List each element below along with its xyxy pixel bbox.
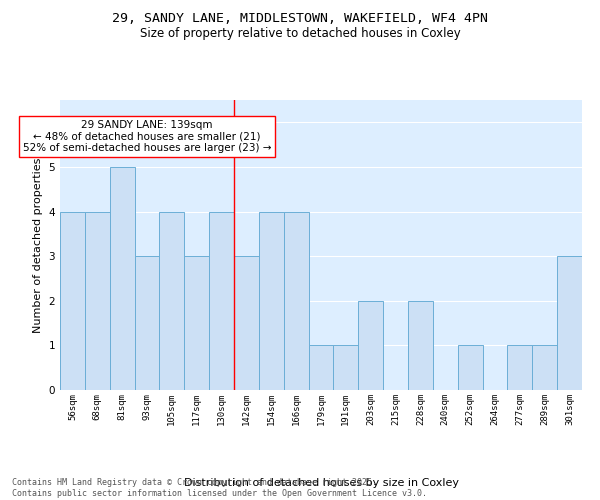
Bar (110, 167, 134, 390)
Bar (334, 346, 358, 390)
Bar (259, 212, 284, 390)
Bar (532, 346, 557, 390)
Text: Contains HM Land Registry data © Crown copyright and database right 2025.
Contai: Contains HM Land Registry data © Crown c… (12, 478, 427, 498)
Text: 29, SANDY LANE, MIDDLESTOWN, WAKEFIELD, WF4 4PN: 29, SANDY LANE, MIDDLESTOWN, WAKEFIELD, … (112, 12, 488, 26)
Bar (284, 212, 308, 390)
Bar (85, 212, 110, 390)
Bar (308, 346, 334, 390)
Text: 29 SANDY LANE: 139sqm
← 48% of detached houses are smaller (21)
52% of semi-deta: 29 SANDY LANE: 139sqm ← 48% of detached … (23, 120, 271, 154)
Bar (184, 256, 209, 390)
Bar (60, 212, 85, 390)
Bar (209, 212, 234, 390)
Bar (508, 346, 532, 390)
Text: Size of property relative to detached houses in Coxley: Size of property relative to detached ho… (140, 28, 460, 40)
Bar (408, 301, 433, 390)
Y-axis label: Number of detached properties: Number of detached properties (33, 158, 43, 332)
Bar (234, 256, 259, 390)
Bar (160, 212, 184, 390)
Bar (557, 256, 582, 390)
Bar (134, 256, 160, 390)
Bar (458, 346, 482, 390)
X-axis label: Distribution of detached houses by size in Coxley: Distribution of detached houses by size … (184, 478, 458, 488)
Bar (358, 301, 383, 390)
